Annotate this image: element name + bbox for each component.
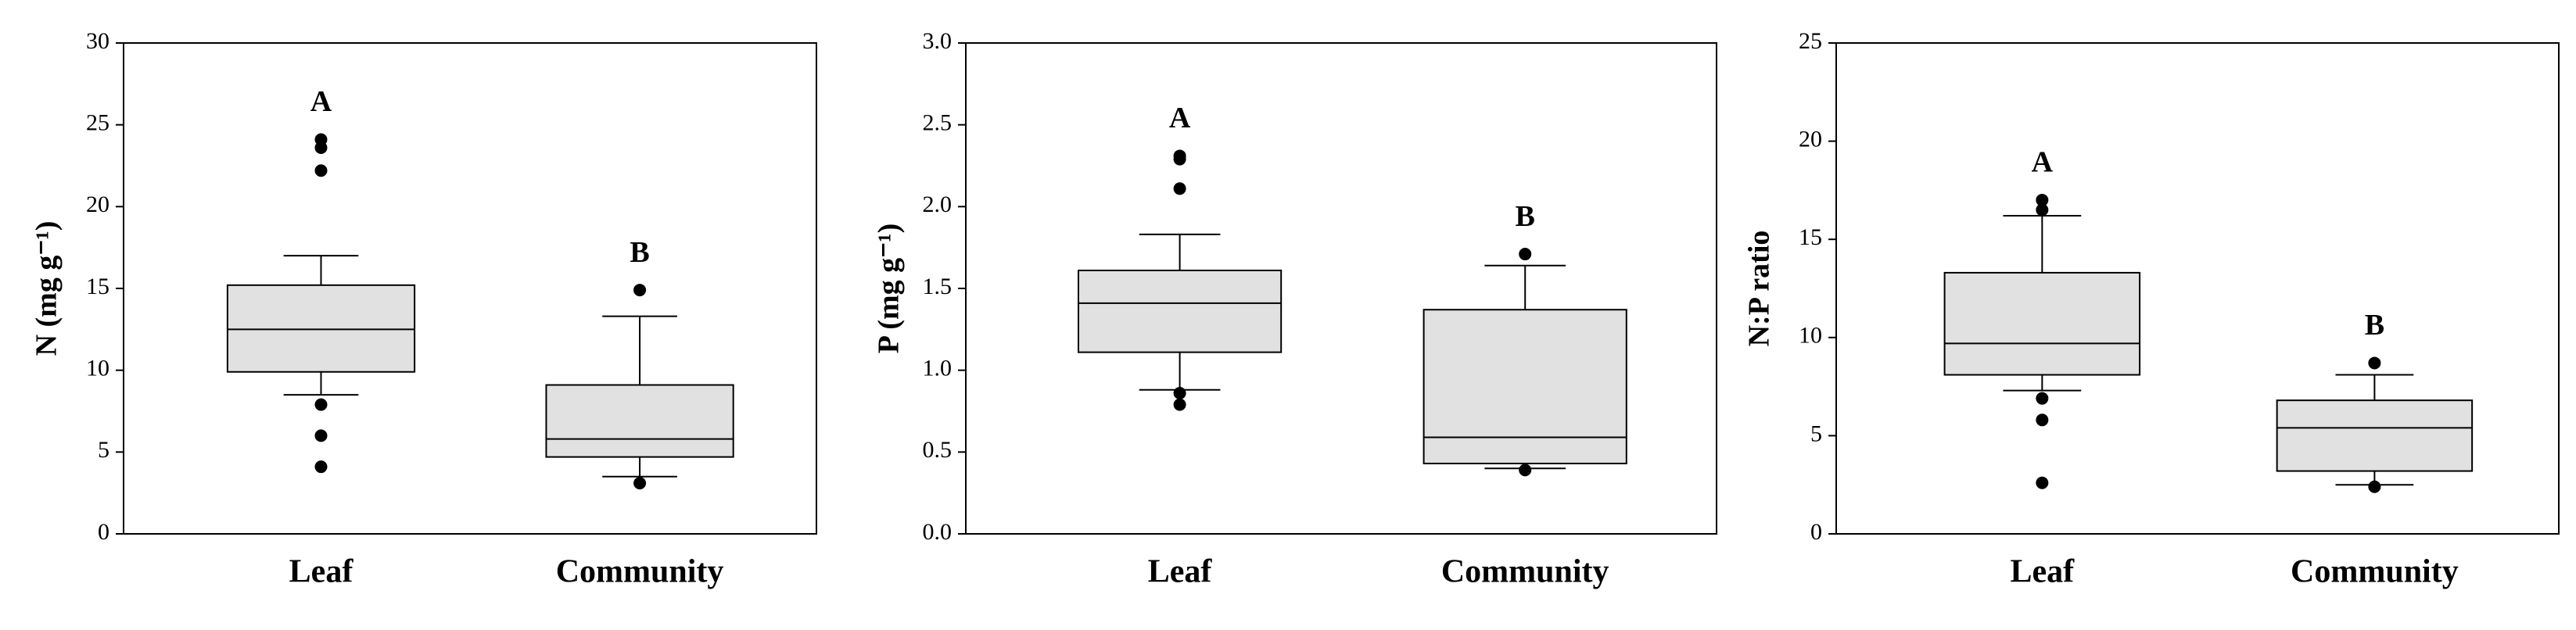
outlier [1173,386,1186,399]
y-tick-label: 25 [86,110,109,136]
x-tick-label: Community [556,554,724,590]
box [1943,271,2141,376]
outlier [2036,413,2049,427]
y-tick-label: 2.0 [923,192,953,217]
outlier [2036,193,2049,206]
significance-letter: A [310,85,332,118]
y-tick-label: 5 [1810,421,1822,446]
y-tick-label: 0 [1810,519,1822,545]
y-tick-label: 1.5 [923,274,953,299]
outlier [2368,480,2381,493]
x-tick-label: Community [2291,554,2459,590]
y-tick-label: 10 [1799,323,1822,349]
y-axis-label: N (mg g⁻¹) [30,221,63,356]
box [2276,399,2474,472]
x-tick-label: Leaf [2011,554,2076,590]
outlier [1519,248,1532,261]
y-tick-label: 20 [86,192,109,217]
outlier [1173,182,1186,195]
outlier [2036,203,2049,217]
outlier [314,429,328,442]
outlier [314,460,328,474]
outlier [314,398,328,411]
box [1423,309,1627,464]
plot-frame [1835,42,2560,535]
y-tick-label: 0 [98,519,109,545]
y-tick-label: 2.5 [923,110,953,136]
x-tick-label: Leaf [289,554,354,590]
outlier [633,284,647,297]
x-tick-label: Leaf [1148,554,1213,590]
outlier [314,141,328,154]
box [1078,269,1283,353]
box [226,284,416,373]
y-tick-label: 20 [1799,126,1822,152]
outlier [1173,398,1186,411]
y-tick-label: 15 [1799,224,1822,250]
outlier [1519,464,1532,477]
x-tick-label: Community [1441,554,1609,590]
outlier [314,164,328,177]
box [545,384,734,458]
y-tick-label: 3.0 [923,28,953,54]
outlier [1173,152,1186,166]
outlier [2036,476,2049,489]
y-tick-label: 5 [98,437,109,463]
y-tick-label: 0.5 [923,437,953,463]
y-tick-label: 10 [86,356,109,381]
significance-letter: B [1516,200,1535,233]
y-tick-label: 1.0 [923,356,953,381]
y-axis-label: P (mg g⁻¹) [873,224,906,354]
y-tick-label: 0.0 [923,519,953,545]
outlier [2036,392,2049,405]
y-tick-label: 25 [1799,28,1822,54]
y-axis-label: N:P ratio [1743,231,1776,347]
outlier [633,477,647,490]
significance-letter: A [2032,146,2054,179]
y-tick-label: 15 [86,274,109,299]
significance-letter: A [1169,102,1191,134]
y-tick-label: 30 [86,28,109,54]
significance-letter: B [2365,309,2384,342]
significance-letter: B [630,236,649,269]
outlier [2368,356,2381,370]
